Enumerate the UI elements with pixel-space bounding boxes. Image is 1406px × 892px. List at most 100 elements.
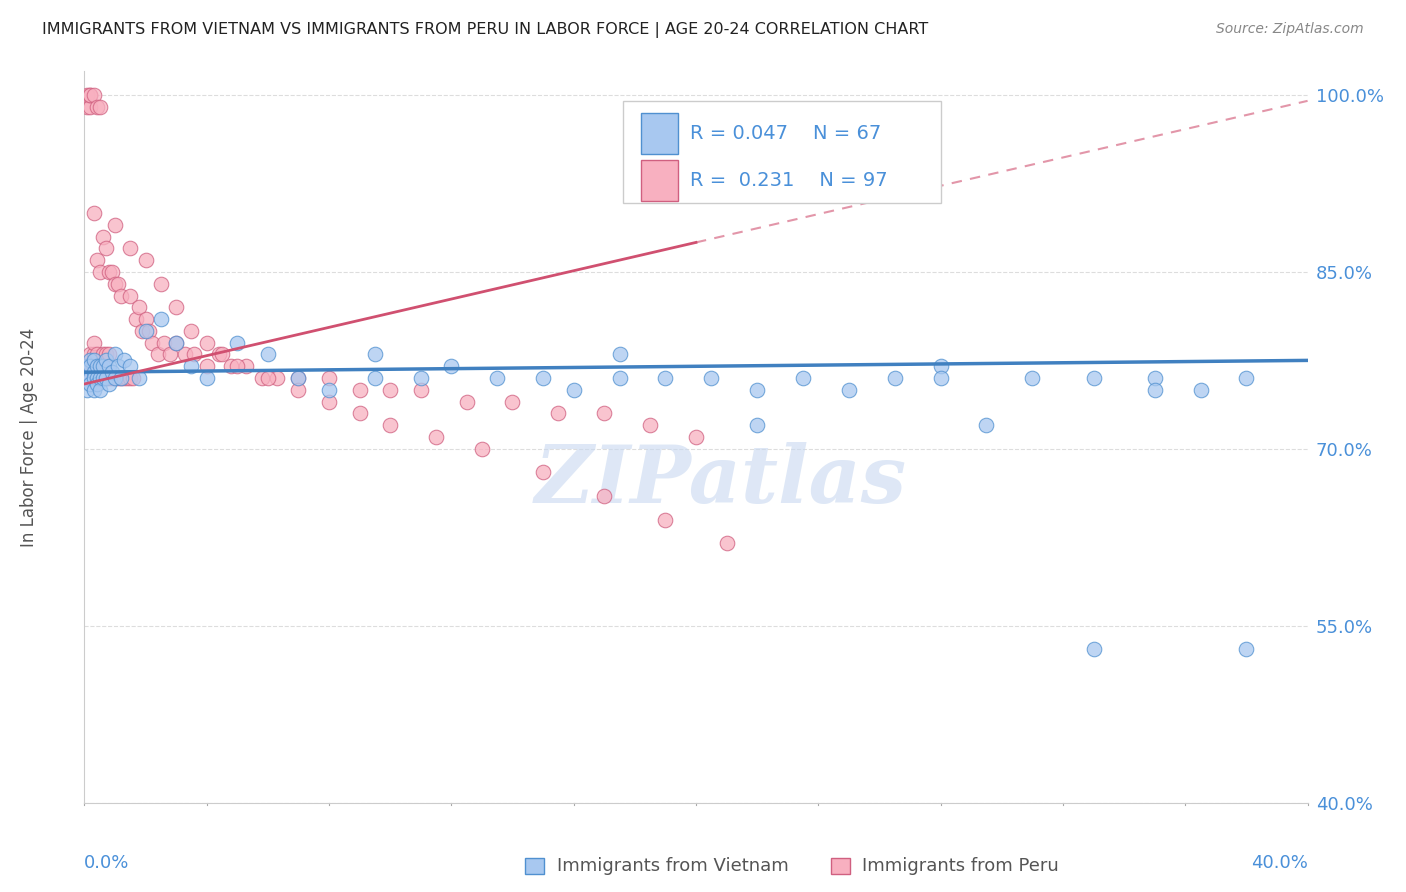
Point (195, 335, 218, 350)
Point (86, 253, 108, 268)
Point (159, 347, 181, 361)
Point (112, 371, 135, 385)
Point (115, 371, 138, 385)
Point (1143, 383, 1166, 397)
Point (89, 359, 111, 374)
Point (135, 324, 157, 338)
Point (79, 353, 101, 368)
Point (531, 466, 554, 480)
Point (91, 371, 114, 385)
Point (83, 206, 105, 220)
Point (97, 376, 120, 391)
Point (318, 383, 340, 397)
Point (110, 371, 132, 385)
Point (976, 418, 998, 433)
Point (120, 288, 142, 302)
Point (318, 371, 340, 385)
Point (440, 359, 463, 374)
Point (97, 265, 120, 279)
Point (409, 383, 432, 397)
Point (257, 371, 280, 385)
Point (83, 347, 105, 361)
Text: 0.0%: 0.0% (84, 854, 129, 872)
Point (180, 359, 202, 374)
Point (929, 371, 952, 385)
Point (318, 394, 340, 409)
Point (138, 324, 160, 338)
Point (502, 394, 524, 409)
Point (86, 347, 108, 361)
Point (94, 371, 117, 385)
Text: 40.0%: 40.0% (1251, 854, 1308, 872)
Point (180, 324, 202, 338)
Point (250, 371, 273, 385)
Point (747, 418, 769, 433)
Point (208, 347, 231, 361)
Point (425, 430, 447, 444)
Point (456, 394, 478, 409)
FancyBboxPatch shape (831, 858, 851, 874)
Point (91, 229, 114, 244)
Point (83, 353, 105, 368)
Point (153, 335, 176, 350)
Point (349, 383, 371, 397)
Point (593, 489, 616, 503)
Point (195, 371, 218, 385)
Point (86, 359, 108, 374)
Point (79, 359, 101, 374)
Point (685, 430, 707, 444)
Point (195, 359, 218, 374)
Point (76, 87, 98, 102)
Text: Immigrants from Vietnam: Immigrants from Vietnam (557, 857, 789, 875)
Point (76, 371, 98, 385)
Point (83, 87, 105, 102)
Point (883, 371, 905, 385)
Point (792, 371, 814, 385)
Point (654, 513, 676, 527)
Text: R =  0.231    N = 97: R = 0.231 N = 97 (690, 171, 887, 190)
Point (149, 312, 172, 326)
FancyBboxPatch shape (641, 161, 678, 201)
Point (89, 383, 111, 397)
Point (638, 418, 661, 433)
Point (120, 241, 142, 255)
Point (349, 407, 371, 421)
Point (83, 383, 105, 397)
Point (86, 100, 108, 114)
Text: ZIPatlas: ZIPatlas (534, 442, 907, 520)
Text: Source: ZipAtlas.com: Source: ZipAtlas.com (1216, 22, 1364, 37)
Point (380, 418, 402, 433)
Point (101, 265, 124, 279)
Point (83, 371, 105, 385)
Point (287, 383, 309, 397)
Text: IMMIGRANTS FROM VIETNAM VS IMMIGRANTS FROM PERU IN LABOR FORCE | AGE 20-24 CORRE: IMMIGRANTS FROM VIETNAM VS IMMIGRANTS FR… (42, 22, 928, 38)
Point (174, 347, 197, 361)
Point (97, 371, 120, 385)
Point (1143, 371, 1166, 385)
Point (79, 87, 101, 102)
Point (107, 359, 129, 374)
Point (101, 371, 124, 385)
Point (266, 371, 288, 385)
Point (183, 347, 205, 361)
Point (716, 536, 738, 550)
Point (83, 371, 105, 385)
Point (120, 371, 142, 385)
Point (287, 371, 309, 385)
Point (104, 371, 127, 385)
Point (125, 312, 148, 326)
Point (91, 371, 114, 385)
Point (112, 353, 135, 368)
FancyBboxPatch shape (623, 101, 941, 203)
Text: In Labor Force | Age 20-24: In Labor Force | Age 20-24 (20, 327, 38, 547)
Point (89, 371, 111, 385)
Point (562, 383, 585, 397)
Point (76, 359, 98, 374)
Point (471, 442, 494, 456)
Point (1083, 642, 1105, 657)
Point (79, 347, 101, 361)
Point (654, 371, 676, 385)
Point (149, 277, 172, 291)
Point (1189, 383, 1212, 397)
Point (700, 371, 723, 385)
